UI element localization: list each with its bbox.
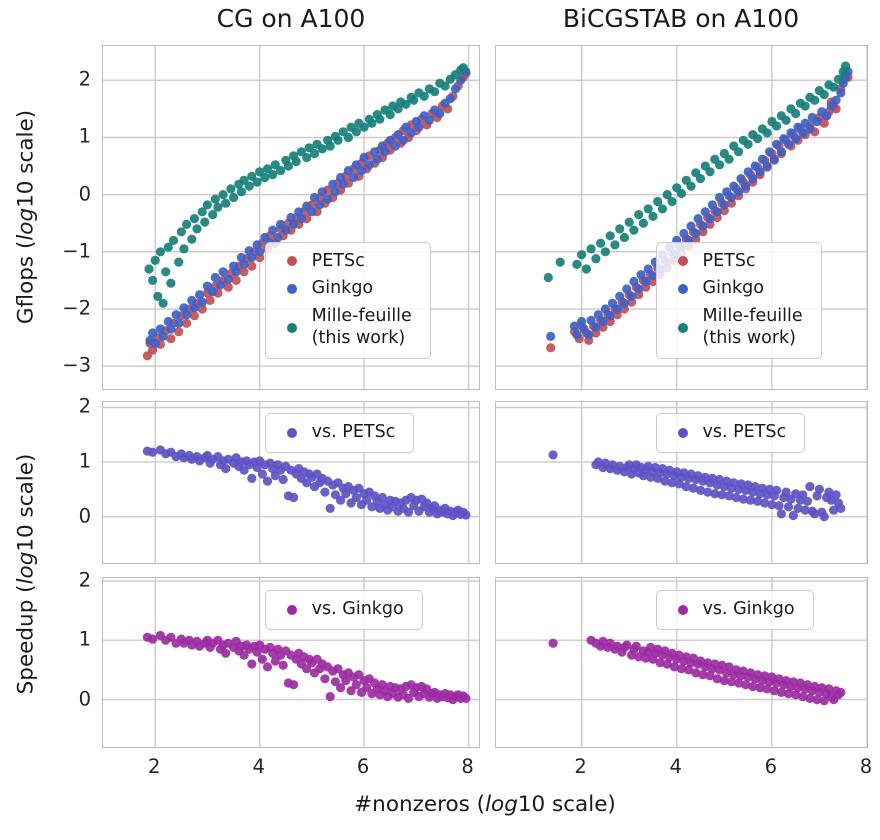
- y-tick-label: −3: [62, 353, 91, 377]
- x-axis-label-nonzeros: #nonzeros (log10 scale): [354, 792, 616, 817]
- y-tick-label: 0: [78, 182, 91, 206]
- legend-item: vs. Ginkgo: [663, 596, 795, 624]
- legend-label: Mille-feuille (this work): [702, 306, 803, 349]
- dot-icon: [677, 323, 688, 334]
- x-axis-label-post: 10 scale): [517, 792, 616, 817]
- legend-label: vs. Ginkgo: [311, 598, 404, 619]
- y-axis-label-gflops: Gflops (log10 scale): [14, 110, 39, 324]
- legend: vs. Ginkgo: [264, 589, 423, 630]
- legend-item: PETSc: [272, 248, 412, 276]
- y-tick-label: −1: [62, 239, 91, 263]
- x-axis-label-math: log: [485, 792, 518, 817]
- y-axis-label-gflops-math: log: [13, 207, 39, 241]
- legend-marker-dot-icon: [272, 323, 312, 334]
- dot-icon: [286, 284, 297, 295]
- legend-label: PETSc: [311, 250, 365, 271]
- dot-icon: [677, 604, 688, 615]
- dot-icon: [286, 256, 297, 267]
- y-axis-label-speedup-pre: Speedup (: [13, 584, 39, 695]
- plot-area: [103, 46, 479, 389]
- series-vs-petsc: [548, 450, 846, 522]
- legend-marker-dot-icon: [272, 604, 312, 615]
- plot-area: [103, 578, 479, 747]
- dot-icon: [677, 256, 688, 267]
- panel-bicgstab-speedup-vs-petsc: vs. PETSc: [495, 401, 868, 564]
- legend: vs. PETSc: [264, 413, 415, 454]
- legend: vs. PETSc: [655, 413, 806, 454]
- y-tick-label: 2: [78, 568, 91, 592]
- y-axis-label-gflops-post: 10 scale): [13, 109, 39, 208]
- legend: PETSc Ginkgo Mille-feuille (this work): [655, 241, 822, 359]
- y-axis-label-speedup-post: 10 scale): [13, 453, 39, 552]
- legend-marker-dot-icon: [272, 256, 312, 267]
- legend-item: Ginkgo: [663, 275, 803, 303]
- y-tick-label: 1: [78, 627, 91, 651]
- series-mille-feuille-this-work-: [543, 61, 851, 283]
- series-vs-ginkgo: [548, 635, 846, 706]
- y-tick-label: 2: [78, 394, 91, 418]
- legend-item: vs. PETSc: [272, 419, 396, 447]
- y-axis-label-speedup: Speedup (log10 scale): [14, 454, 39, 695]
- chart-title-cg: CG on A100: [216, 4, 366, 33]
- series-ginkgo: [145, 67, 471, 348]
- panel-cg-speedup-vs-ginkgo: vs. Ginkgo: [102, 577, 480, 748]
- legend-marker-dot-icon: [272, 284, 312, 295]
- plot-area: [496, 578, 867, 747]
- legend-label: Ginkgo: [311, 278, 374, 299]
- legend-label: vs. PETSc: [702, 422, 787, 443]
- legend: vs. Ginkgo: [655, 589, 814, 630]
- legend-marker-dot-icon: [663, 428, 703, 439]
- legend: PETSc Ginkgo Mille-feuille (this work): [264, 241, 431, 359]
- legend-marker-dot-icon: [272, 428, 312, 439]
- dot-icon: [286, 604, 297, 615]
- y-tick-label: 2: [78, 67, 91, 91]
- x-tick-label: 8: [461, 755, 474, 778]
- legend-item: Ginkgo: [272, 275, 412, 303]
- plot-area: [103, 402, 479, 563]
- legend-marker-dot-icon: [663, 323, 703, 334]
- legend-item: Mille-feuille (this work): [272, 303, 412, 353]
- legend-marker-dot-icon: [663, 284, 703, 295]
- x-tick-label: 6: [356, 755, 370, 778]
- plot-area: [496, 402, 867, 563]
- legend-item: vs. Ginkgo: [272, 596, 404, 624]
- legend-marker-dot-icon: [663, 256, 703, 267]
- legend-label: vs. Ginkgo: [702, 598, 795, 619]
- legend-label: Ginkgo: [702, 278, 764, 299]
- y-tick-label: 0: [78, 504, 91, 528]
- x-tick-label: 8: [859, 755, 873, 778]
- y-tick-label: 1: [78, 124, 91, 148]
- dot-icon: [286, 428, 297, 439]
- y-axis-label-speedup-math: log: [13, 551, 39, 585]
- legend-label: PETSc: [702, 250, 756, 271]
- x-tick-label: 6: [764, 755, 778, 778]
- panel-bicgstab-speedup-vs-ginkgo: vs. Ginkgo: [495, 577, 868, 748]
- legend-item: vs. PETSc: [663, 419, 787, 447]
- y-tick-label: 1: [78, 449, 91, 473]
- chart-title-bicgstab: BiCGSTAB on A100: [562, 4, 800, 33]
- y-tick-label: −2: [62, 296, 91, 320]
- legend-label: vs. PETSc: [311, 422, 396, 443]
- panel-bicgstab-gflops: PETSc Ginkgo Mille-feuille (this work): [495, 45, 868, 390]
- legend-item: PETSc: [663, 248, 803, 276]
- series-vs-petsc: [142, 445, 471, 521]
- x-tick-label: 2: [148, 755, 161, 778]
- legend-marker-dot-icon: [663, 604, 703, 615]
- series-vs-ginkgo: [142, 630, 471, 705]
- legend-label: Mille-feuille (this work): [311, 306, 412, 349]
- x-tick-label: 4: [669, 755, 682, 778]
- dot-icon: [677, 284, 688, 295]
- panel-cg-speedup-vs-petsc: vs. PETSc: [102, 401, 480, 564]
- x-axis-label-pre: #nonzeros (: [354, 792, 486, 817]
- dot-icon: [677, 428, 688, 439]
- series-mille-feuille-this-work-: [144, 63, 468, 308]
- legend-item: Mille-feuille (this work): [663, 303, 803, 353]
- x-tick-label: 2: [574, 755, 587, 778]
- dot-icon: [286, 323, 297, 334]
- y-axis-label-gflops-pre: Gflops (: [13, 240, 39, 325]
- y-tick-label: 0: [78, 687, 91, 711]
- x-tick-label: 4: [252, 755, 265, 778]
- panel-cg-gflops: PETSc Ginkgo Mille-feuille (this work): [102, 45, 480, 390]
